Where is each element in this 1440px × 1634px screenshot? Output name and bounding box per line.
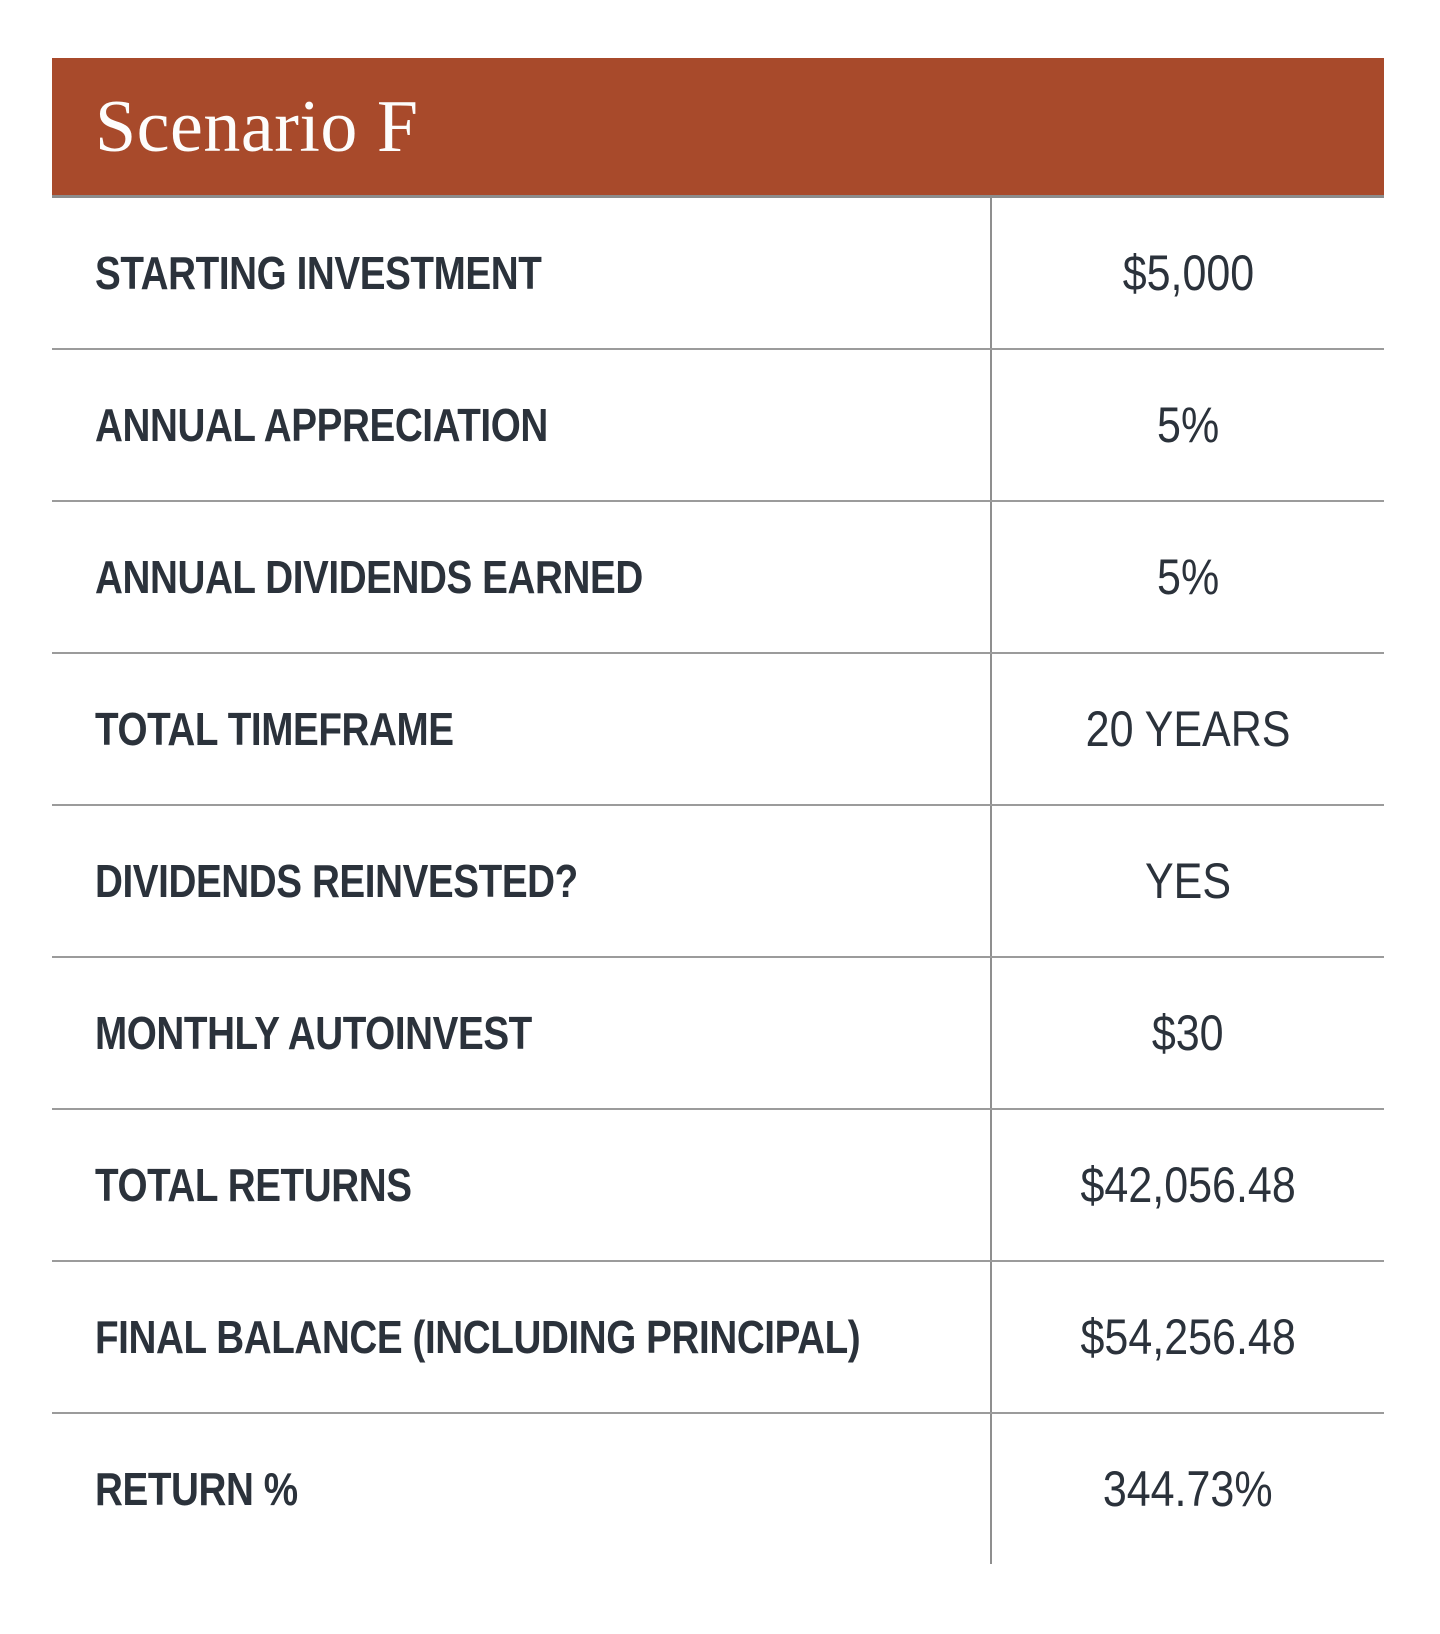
table-row-starting-investment: STARTING INVESTMENT $5,000 bbox=[52, 198, 1384, 348]
row-value: $30 bbox=[1152, 1005, 1224, 1061]
row-label-cell: ANNUAL APPRECIATION bbox=[52, 350, 990, 500]
scenario-card: Scenario F STARTING INVESTMENT $5,000 AN… bbox=[52, 58, 1384, 1564]
row-label: FINAL BALANCE (INCLUDING PRINCIPAL) bbox=[95, 1311, 861, 1363]
row-label: DIVIDENDS REINVESTED? bbox=[95, 855, 578, 907]
row-label-cell: TOTAL RETURNS bbox=[52, 1110, 990, 1260]
row-value: $54,256.48 bbox=[1080, 1309, 1296, 1365]
table-row-annual-dividends-earned: ANNUAL DIVIDENDS EARNED 5% bbox=[52, 500, 1384, 652]
row-label: RETURN % bbox=[95, 1463, 298, 1515]
table-row-total-returns: TOTAL RETURNS $42,056.48 bbox=[52, 1108, 1384, 1260]
row-value-cell: YES bbox=[990, 806, 1384, 956]
row-label-cell: FINAL BALANCE (INCLUDING PRINCIPAL) bbox=[52, 1262, 990, 1412]
table-row-dividends-reinvested: DIVIDENDS REINVESTED? YES bbox=[52, 804, 1384, 956]
row-value: 5% bbox=[1156, 549, 1220, 605]
row-label: STARTING INVESTMENT bbox=[95, 247, 542, 299]
row-value-cell: 344.73% bbox=[990, 1414, 1384, 1564]
table-row-return-percent: RETURN % 344.73% bbox=[52, 1412, 1384, 1564]
row-value: $5,000 bbox=[1122, 245, 1254, 301]
row-value-cell: 5% bbox=[990, 502, 1384, 652]
row-label: ANNUAL APPRECIATION bbox=[95, 399, 548, 451]
table-row-monthly-autoinvest: MONTHLY AUTOINVEST $30 bbox=[52, 956, 1384, 1108]
row-label-cell: ANNUAL DIVIDENDS EARNED bbox=[52, 502, 990, 652]
row-label-cell: MONTHLY AUTOINVEST bbox=[52, 958, 990, 1108]
row-value-cell: 20 YEARS bbox=[990, 654, 1384, 804]
row-label: TOTAL TIMEFRAME bbox=[95, 703, 454, 755]
scenario-table: STARTING INVESTMENT $5,000 ANNUAL APPREC… bbox=[52, 198, 1384, 1564]
scenario-header-bar: Scenario F bbox=[52, 58, 1384, 198]
row-value-cell: $5,000 bbox=[990, 198, 1384, 348]
row-value: YES bbox=[1144, 853, 1232, 909]
row-value-cell: $30 bbox=[990, 958, 1384, 1108]
row-value-cell: $54,256.48 bbox=[990, 1262, 1384, 1412]
row-value-cell: 5% bbox=[990, 350, 1384, 500]
row-value: 344.73% bbox=[1103, 1461, 1273, 1517]
row-value-cell: $42,056.48 bbox=[990, 1110, 1384, 1260]
table-row-total-timeframe: TOTAL TIMEFRAME 20 YEARS bbox=[52, 652, 1384, 804]
scenario-title: Scenario F bbox=[95, 85, 419, 168]
table-row-annual-appreciation: ANNUAL APPRECIATION 5% bbox=[52, 348, 1384, 500]
row-label-cell: DIVIDENDS REINVESTED? bbox=[52, 806, 990, 956]
row-value: $42,056.48 bbox=[1080, 1157, 1296, 1213]
table-row-final-balance: FINAL BALANCE (INCLUDING PRINCIPAL) $54,… bbox=[52, 1260, 1384, 1412]
row-value: 20 YEARS bbox=[1085, 701, 1291, 757]
row-label: TOTAL RETURNS bbox=[95, 1159, 412, 1211]
row-label: ANNUAL DIVIDENDS EARNED bbox=[95, 551, 643, 603]
row-value: 5% bbox=[1156, 397, 1220, 453]
row-label: MONTHLY AUTOINVEST bbox=[95, 1007, 532, 1059]
row-label-cell: STARTING INVESTMENT bbox=[52, 198, 990, 348]
row-label-cell: TOTAL TIMEFRAME bbox=[52, 654, 990, 804]
row-label-cell: RETURN % bbox=[52, 1414, 990, 1564]
